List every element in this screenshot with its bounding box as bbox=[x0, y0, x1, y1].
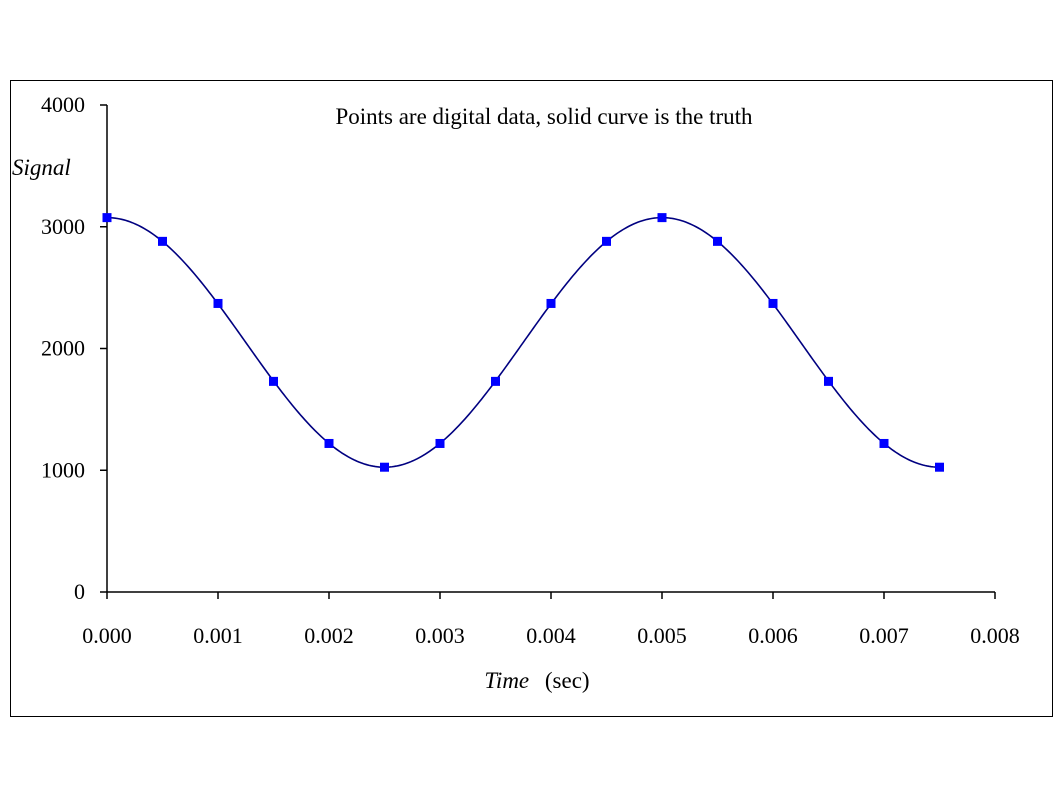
y-tick-label: 4000 bbox=[41, 92, 85, 117]
x-axis-label: Time (sec) bbox=[484, 668, 589, 693]
data-point bbox=[380, 462, 389, 472]
x-tick-label: 0.007 bbox=[859, 623, 909, 648]
truth-curve bbox=[106, 216, 940, 469]
data-point bbox=[435, 438, 445, 448]
y-axis-label: Signal bbox=[12, 155, 71, 180]
data-point bbox=[935, 462, 944, 472]
x-axis-label-name: Time bbox=[484, 668, 529, 693]
y-tick-label: 3000 bbox=[41, 214, 85, 239]
data-points bbox=[102, 213, 944, 472]
x-tick-label: 0.006 bbox=[748, 623, 798, 648]
y-tick-label: 1000 bbox=[41, 457, 85, 482]
data-point bbox=[102, 213, 112, 223]
data-point bbox=[602, 236, 611, 246]
data-point bbox=[824, 376, 833, 386]
chart-frame bbox=[10, 80, 1053, 717]
y-tick-label: 2000 bbox=[41, 336, 85, 361]
data-point bbox=[269, 376, 278, 386]
axis-ticks bbox=[100, 104, 996, 599]
x-tick-label: 0.002 bbox=[304, 623, 354, 648]
data-point bbox=[491, 376, 500, 386]
data-point bbox=[713, 236, 722, 246]
x-tick-label: 0.003 bbox=[415, 623, 465, 648]
x-tick-label: 0.008 bbox=[970, 623, 1020, 648]
data-point bbox=[158, 236, 167, 246]
data-point bbox=[213, 298, 223, 308]
data-point bbox=[324, 438, 334, 448]
axes bbox=[106, 105, 995, 593]
data-point bbox=[546, 298, 556, 308]
tick-labels: 0 1000 2000 3000 4000 0.000 0.001 0.002 0.003 0.0… bbox=[41, 92, 1020, 648]
x-tick-label: 0.001 bbox=[193, 623, 243, 648]
data-point bbox=[879, 438, 889, 448]
x-axis-label-unit: (sec) bbox=[545, 668, 590, 693]
data-point bbox=[657, 213, 667, 223]
x-tick-label: 0.005 bbox=[637, 623, 687, 648]
x-tick-label: 0.004 bbox=[526, 623, 576, 648]
x-tick-label: 0.000 bbox=[82, 623, 132, 648]
data-point bbox=[768, 298, 778, 308]
chart-title: Points are digital data, solid curve is … bbox=[335, 104, 753, 129]
y-tick-label: 0 bbox=[74, 579, 85, 604]
